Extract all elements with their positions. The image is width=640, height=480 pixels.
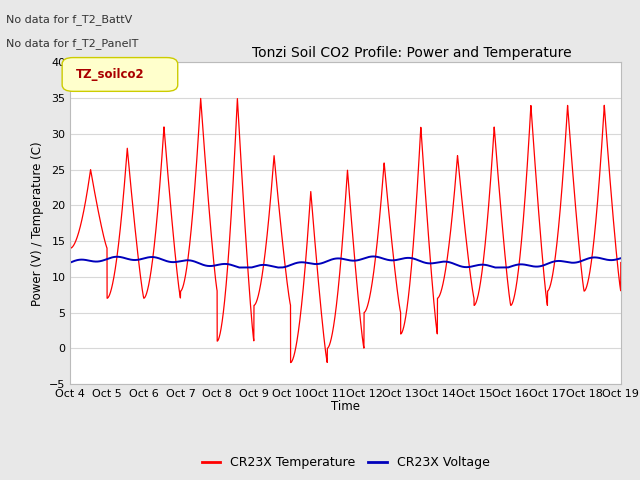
CR23X Voltage bbox=[369, 253, 377, 259]
CR23X Voltage bbox=[313, 261, 321, 267]
X-axis label: Time: Time bbox=[331, 400, 360, 413]
CR23X Voltage bbox=[236, 264, 243, 270]
CR23X Voltage bbox=[274, 264, 282, 270]
CR23X Voltage bbox=[197, 261, 205, 267]
FancyBboxPatch shape bbox=[62, 58, 178, 91]
Line: CR23X Temperature: CR23X Temperature bbox=[70, 98, 621, 362]
Text: TZ_soilco2: TZ_soilco2 bbox=[76, 68, 145, 81]
Text: No data for f_T2_PanelT: No data for f_T2_PanelT bbox=[6, 38, 139, 49]
CR23X Voltage bbox=[617, 255, 625, 261]
CR23X Temperature bbox=[612, 252, 620, 258]
Y-axis label: Power (V) / Temperature (C): Power (V) / Temperature (C) bbox=[31, 141, 44, 305]
CR23X Temperature bbox=[287, 360, 294, 365]
CR23X Temperature bbox=[314, 265, 321, 271]
CR23X Temperature bbox=[67, 238, 74, 244]
Legend: CR23X Temperature, CR23X Voltage: CR23X Temperature, CR23X Voltage bbox=[196, 451, 495, 474]
CR23X Voltage bbox=[612, 256, 620, 262]
CR23X Temperature bbox=[197, 96, 205, 101]
Text: No data for f_T2_BattV: No data for f_T2_BattV bbox=[6, 14, 132, 25]
CR23X Temperature bbox=[200, 142, 208, 148]
CR23X Temperature bbox=[197, 103, 205, 109]
Title: Tonzi Soil CO2 Profile: Power and Temperature: Tonzi Soil CO2 Profile: Power and Temper… bbox=[252, 46, 572, 60]
CR23X Temperature bbox=[274, 194, 282, 200]
CR23X Voltage bbox=[200, 262, 208, 268]
CR23X Voltage bbox=[195, 260, 202, 266]
CR23X Voltage bbox=[67, 260, 74, 265]
Line: CR23X Voltage: CR23X Voltage bbox=[70, 256, 621, 267]
CR23X Temperature bbox=[195, 135, 202, 141]
CR23X Temperature bbox=[617, 260, 625, 265]
